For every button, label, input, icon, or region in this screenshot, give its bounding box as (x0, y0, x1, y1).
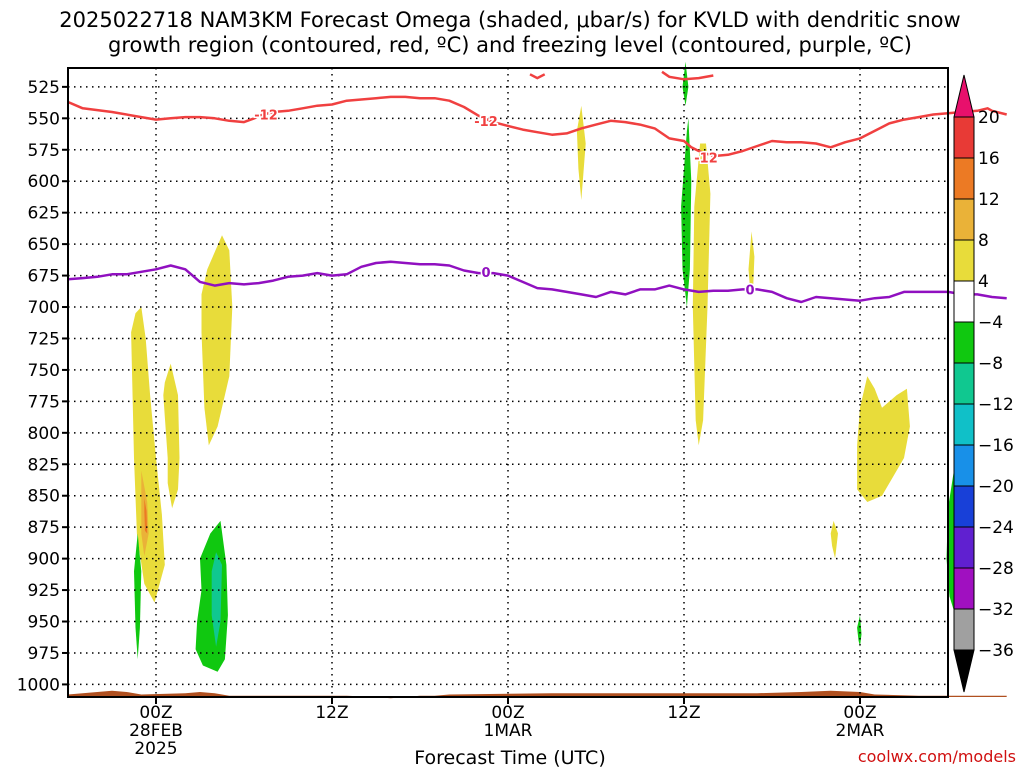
colorbar-label-4: 4 (978, 272, 989, 292)
colorbar-box-0 (953, 116, 975, 159)
x-tick-label-54-1: 2MAR (836, 721, 885, 741)
colorbar-bottom-arrow (953, 649, 975, 693)
y-axis-ticks: 525 550 575 600 625 650 675 700 725 750 775 800 825 8… (17, 78, 68, 695)
omega-shading-layer (131, 61, 963, 672)
freezing-level-contour-label-1: 0 (745, 283, 754, 298)
omega-region-5 (748, 231, 755, 295)
colorbar-label-1: 16 (978, 149, 1000, 169)
dgz-minus12-contour-label-2: -12 (694, 151, 718, 166)
colorbar-label-5: −4 (978, 313, 1003, 333)
y-tick-label-825: 825 (28, 455, 60, 475)
colorbar-label-0: 20 (978, 108, 1000, 128)
y-tick-label-775: 775 (28, 392, 60, 412)
x-tick-label-18-0: 12Z (315, 703, 348, 723)
contour-layer: -12 -12 -12 0 0 (67, 70, 1008, 304)
plot-area: -12 -12 -12 0 0 (67, 61, 1008, 699)
dgz-minus12-contour-label-1: -12 (474, 115, 498, 130)
freezing-level-contour (67, 260, 1007, 304)
omega-region-7 (857, 376, 910, 502)
omega-region-16 (211, 552, 222, 647)
colorbar-label-11: −28 (978, 559, 1014, 579)
omega-region-6 (830, 520, 838, 559)
y-tick-label-600: 600 (28, 172, 60, 192)
chart-title-line-1: 2025022718 NAM3KM Forecast Omega (shaded… (59, 8, 960, 32)
colorbar-label-9: −20 (978, 477, 1014, 497)
dgz-top-bump-a (529, 73, 546, 80)
y-tick-label-750: 750 (28, 361, 60, 381)
colorbar-label-10: −24 (978, 518, 1014, 538)
y-tick-label-1000: 1000 (17, 675, 60, 695)
chart-title-line-2: growth region (contoured, red, ºC) and f… (108, 33, 912, 57)
omega-region-10 (134, 533, 142, 660)
x-tick-label-6-0: 00Z (139, 703, 172, 723)
colorbar-label-8: −16 (978, 436, 1014, 456)
y-tick-label-975: 975 (28, 644, 60, 664)
colorbar-label-6: −8 (978, 354, 1003, 374)
y-tick-label-850: 850 (28, 487, 60, 507)
grid-lines (68, 68, 948, 697)
colorbar-box-7 (953, 403, 975, 446)
freezing-level-contour-label-0: 0 (481, 266, 490, 281)
colorbar-label-13: −36 (978, 641, 1014, 661)
y-tick-label-900: 900 (28, 550, 60, 570)
y-tick-label-725: 725 (28, 329, 60, 349)
omega-region-4 (692, 143, 711, 446)
x-tick-label-30-1: 1MAR (484, 721, 533, 741)
dgz-top-bump-b (661, 70, 714, 81)
y-tick-label-950: 950 (28, 613, 60, 633)
y-tick-label-675: 675 (28, 267, 60, 287)
x-axis-label: Forecast Time (UTC) (414, 747, 605, 768)
x-tick-label-54-0: 00Z (843, 703, 876, 723)
colorbar-label-3: 8 (978, 231, 989, 251)
colorbar: 20 16 12 8 4 −4 −8 −12 −16 −20 −24 −28 −32 −36 (953, 74, 1014, 693)
y-tick-label-875: 875 (28, 518, 60, 538)
colorbar-label-12: −32 (978, 600, 1014, 620)
colorbar-box-1 (953, 157, 975, 200)
colorbar-box-10 (953, 526, 975, 569)
x-tick-label-6-1: 28FEB (129, 721, 183, 741)
y-tick-label-525: 525 (28, 78, 60, 98)
colorbar-box-2 (953, 198, 975, 241)
y-tick-label-700: 700 (28, 298, 60, 318)
x-tick-label-42-0: 12Z (667, 703, 700, 723)
colorbar-box-5 (953, 321, 975, 364)
omega-region-1 (163, 363, 180, 509)
omega-region-9 (144, 498, 148, 534)
y-tick-label-625: 625 (28, 204, 60, 224)
omega-region-0 (131, 307, 165, 603)
credit-text: coolwx.com/models (858, 747, 1016, 766)
y-tick-label-800: 800 (28, 424, 60, 444)
colorbar-label-7: −12 (978, 395, 1014, 415)
y-tick-label-925: 925 (28, 581, 60, 601)
omega-region-2 (201, 235, 233, 446)
colorbar-box-4 (953, 280, 975, 323)
colorbar-box-3 (953, 239, 975, 282)
colorbar-label-2: 12 (978, 190, 1000, 210)
colorbar-box-9 (953, 485, 975, 528)
colorbar-box-6 (953, 362, 975, 405)
omega-region-13 (682, 61, 689, 106)
dgz-minus12-contour-label-0: -12 (254, 109, 278, 124)
x-tick-label-6-2: 2025 (134, 739, 177, 759)
y-tick-label-575: 575 (28, 141, 60, 161)
colorbar-box-8 (953, 444, 975, 487)
dgz-minus12-contour (67, 95, 1008, 158)
x-tick-label-30-0: 00Z (491, 703, 524, 723)
y-tick-label-550: 550 (28, 109, 60, 129)
colorbar-box-11 (953, 567, 975, 610)
colorbar-top-arrow (953, 74, 975, 118)
colorbar-box-12 (953, 608, 975, 651)
y-tick-label-650: 650 (28, 235, 60, 255)
